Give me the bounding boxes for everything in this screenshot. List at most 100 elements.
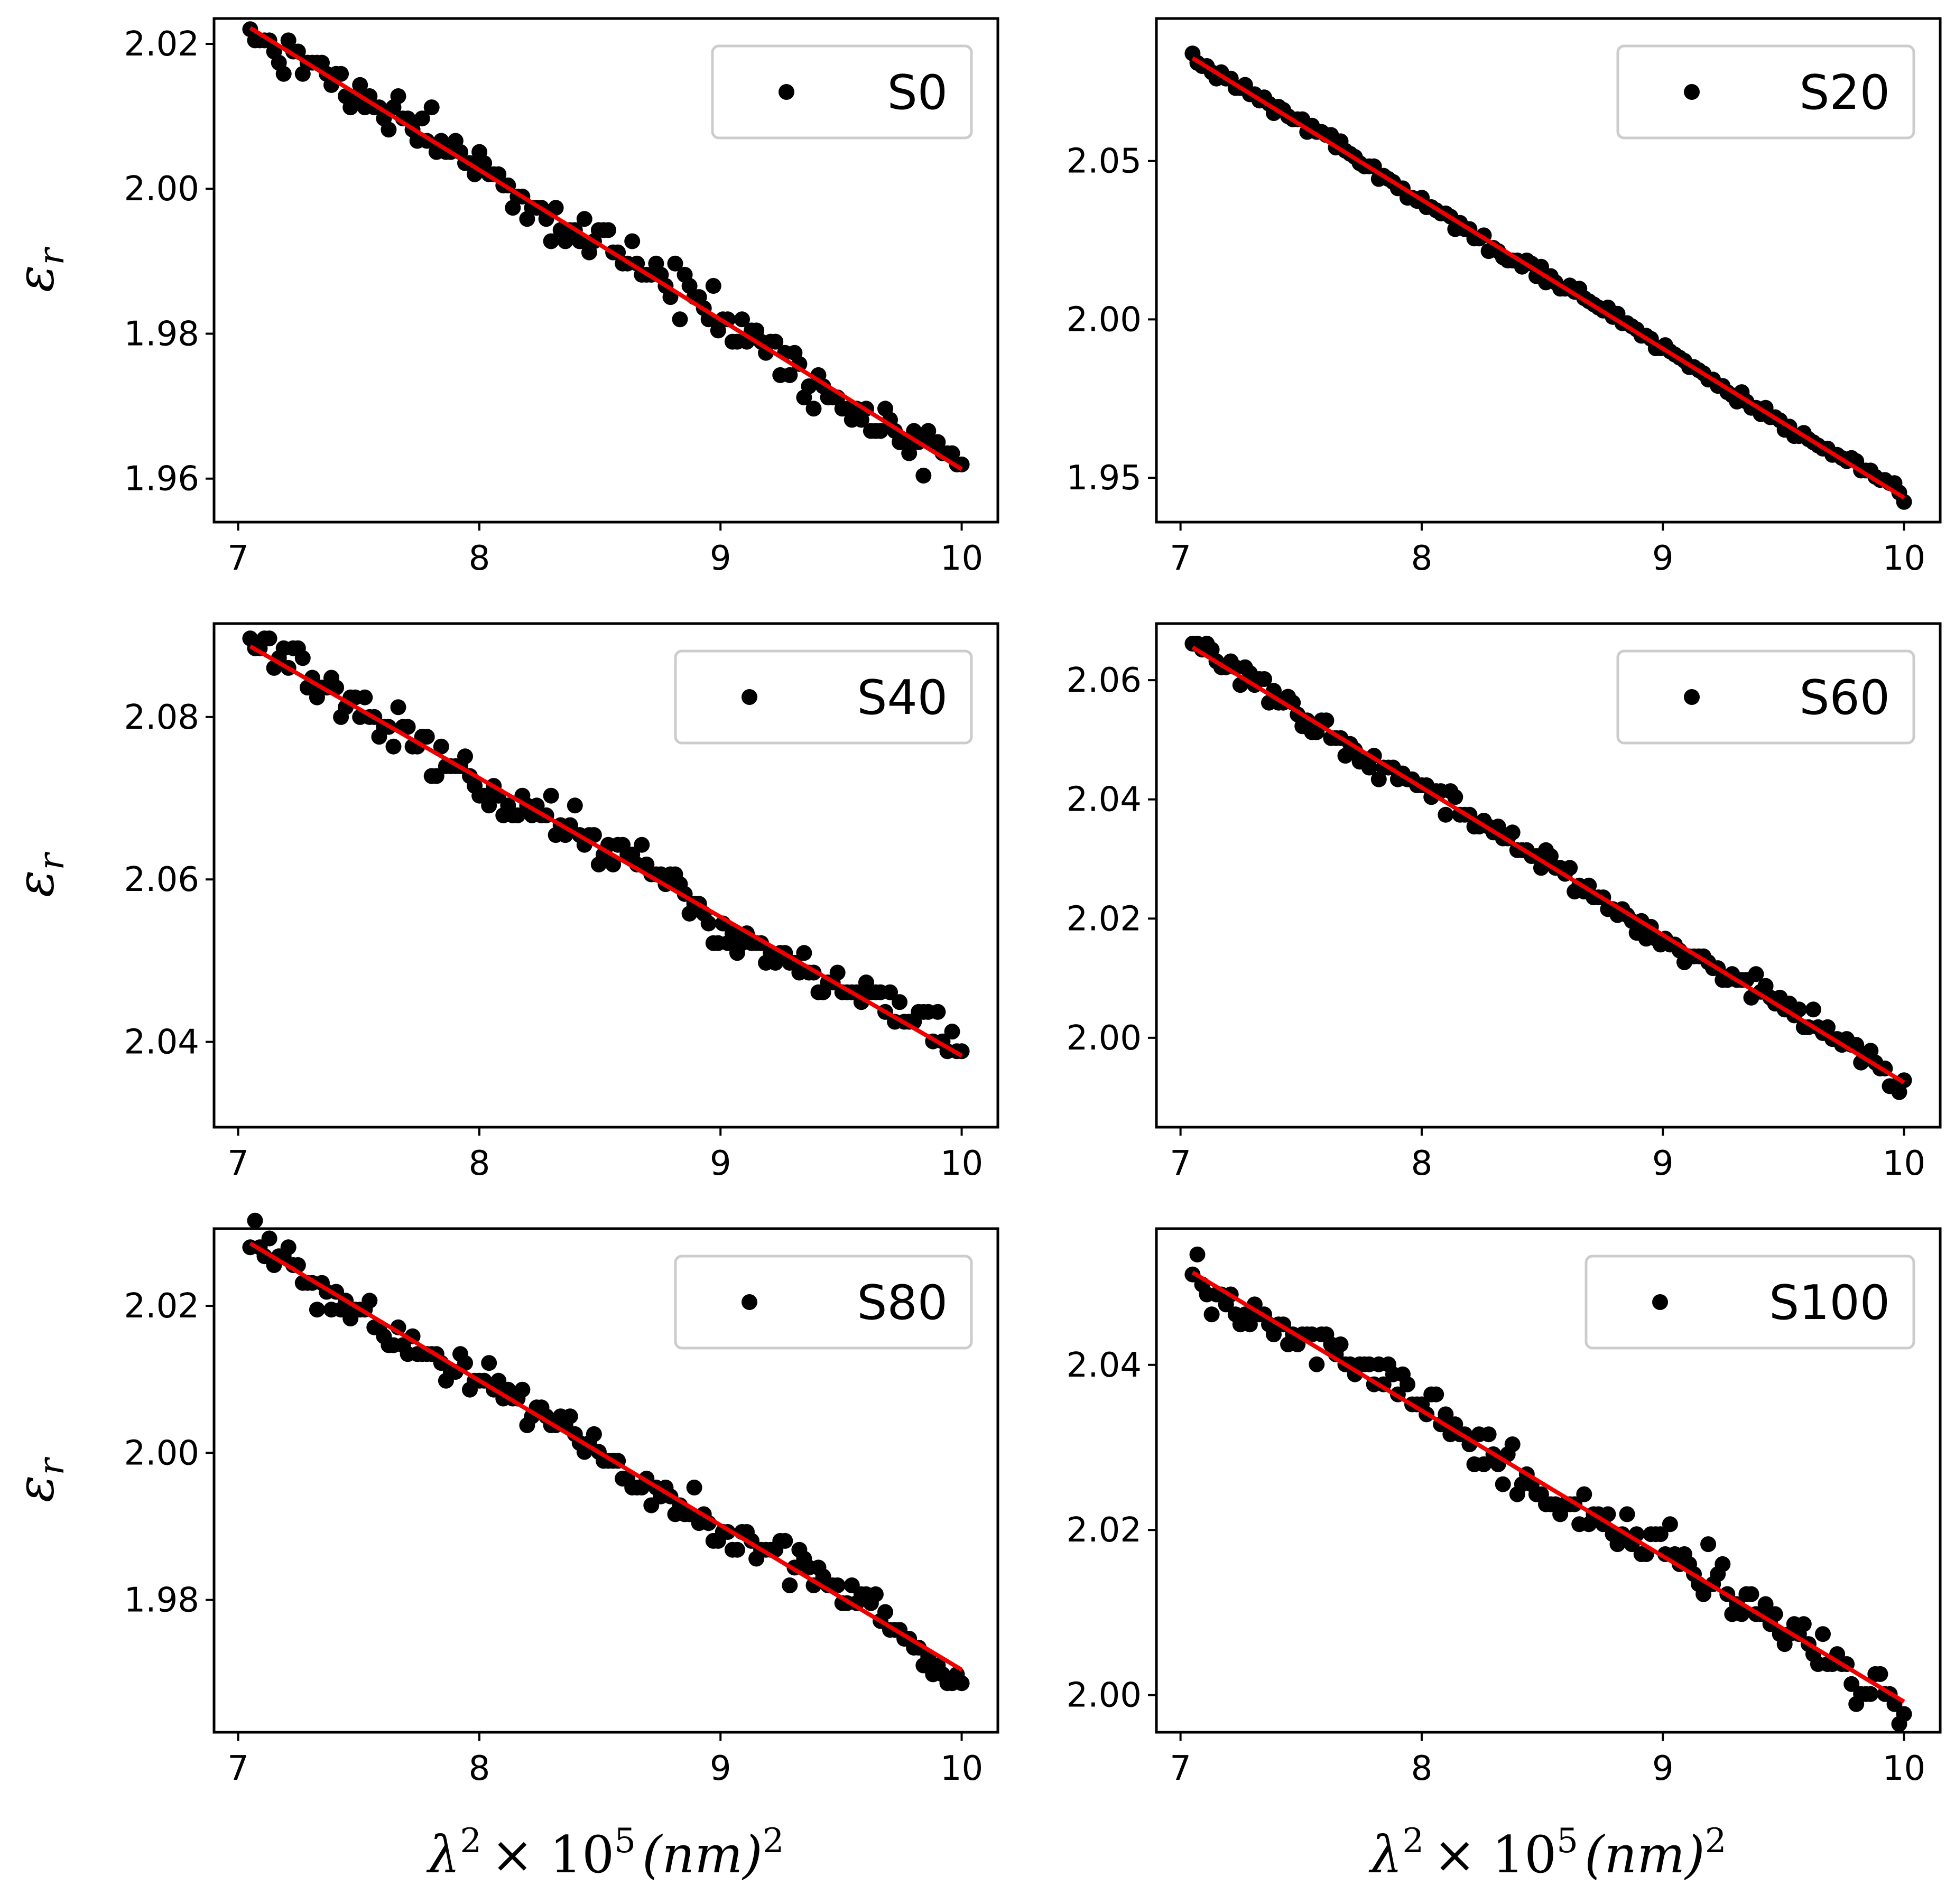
data-point bbox=[600, 222, 616, 238]
data-point bbox=[796, 945, 812, 961]
y-tick-label: 1.98 bbox=[124, 1581, 200, 1620]
legend-label: S80 bbox=[857, 1275, 948, 1331]
data-point bbox=[357, 689, 373, 705]
axes-frame bbox=[212, 17, 999, 524]
x-tick-label: 7 bbox=[227, 539, 249, 578]
data-point bbox=[414, 110, 430, 127]
x-tick-label: 8 bbox=[469, 1144, 490, 1183]
data-point bbox=[1241, 1316, 1258, 1333]
data-point bbox=[1662, 1516, 1678, 1533]
data-point bbox=[724, 925, 740, 942]
legend: S0 bbox=[711, 44, 973, 140]
data-point bbox=[1757, 1596, 1774, 1612]
data-point bbox=[1619, 1506, 1635, 1522]
axes-frame bbox=[1155, 1227, 1942, 1734]
data-point bbox=[457, 748, 473, 765]
legend-marker bbox=[1684, 689, 1700, 705]
data-point bbox=[1476, 1456, 1492, 1472]
data-point bbox=[1896, 494, 1912, 510]
y-tick-label: 2.02 bbox=[124, 1287, 200, 1326]
data-point bbox=[1562, 860, 1578, 876]
y-tick-label: 2.00 bbox=[1067, 1019, 1142, 1058]
fit-line bbox=[249, 1241, 963, 1672]
data-point bbox=[509, 807, 526, 823]
data-point bbox=[1438, 1406, 1454, 1423]
x-tick-label: 8 bbox=[1411, 1144, 1433, 1183]
x-tick-label: 8 bbox=[469, 539, 490, 578]
data-point bbox=[882, 984, 898, 1000]
y-tick-label: 2.06 bbox=[124, 860, 200, 899]
x-tick-label: 10 bbox=[1883, 1144, 1925, 1183]
legend-marker bbox=[1684, 84, 1700, 100]
data-point bbox=[953, 1675, 970, 1692]
data-point bbox=[930, 1004, 946, 1020]
y-tick-label: 2.04 bbox=[124, 1023, 200, 1062]
data-point bbox=[400, 719, 416, 735]
data-point bbox=[381, 122, 397, 138]
data-point bbox=[457, 1355, 473, 1371]
data-point bbox=[944, 1024, 960, 1040]
data-point bbox=[1815, 1626, 1831, 1642]
legend-box bbox=[1616, 649, 1915, 745]
data-point bbox=[1767, 1606, 1783, 1622]
data-point bbox=[672, 311, 688, 328]
x-tick-label: 10 bbox=[940, 539, 983, 578]
legend-marker bbox=[779, 84, 794, 100]
x-tick-label: 9 bbox=[710, 539, 731, 578]
y-tick-label: 2.00 bbox=[124, 170, 200, 209]
data-point bbox=[1256, 671, 1272, 687]
y-tick-label: 2.02 bbox=[124, 25, 200, 64]
data-point bbox=[782, 1577, 798, 1593]
data-point bbox=[1652, 1526, 1669, 1543]
y-tick-label: 2.08 bbox=[124, 698, 200, 737]
y-axis-label: εr bbox=[6, 852, 72, 898]
legend-label: S40 bbox=[857, 670, 948, 726]
y-tick-label: 2.05 bbox=[1067, 142, 1142, 181]
data-point bbox=[1504, 824, 1521, 841]
data-point bbox=[1748, 966, 1764, 982]
legend: S60 bbox=[1616, 649, 1915, 745]
data-point bbox=[481, 1355, 497, 1371]
panel-s0: 7 8 9 10 1.96 1.98 2.00 2.02 S0 εr bbox=[6, 17, 999, 578]
data-point bbox=[333, 66, 349, 82]
data-point bbox=[309, 1302, 325, 1318]
x-tick-label: 9 bbox=[1652, 1144, 1674, 1183]
y-tick-label: 2.06 bbox=[1067, 661, 1142, 700]
y-tick-label: 2.00 bbox=[124, 1434, 200, 1473]
data-point bbox=[686, 1479, 702, 1496]
data-point bbox=[805, 401, 822, 417]
x-tick-label: 7 bbox=[227, 1749, 249, 1788]
data-point bbox=[1576, 1486, 1592, 1502]
data-point bbox=[1695, 1586, 1712, 1602]
y-tick-label: 2.02 bbox=[1067, 1511, 1142, 1550]
data-point bbox=[419, 729, 435, 745]
data-point bbox=[729, 1541, 745, 1558]
data-point bbox=[915, 468, 932, 484]
data-point bbox=[829, 1577, 846, 1593]
legend-marker bbox=[742, 1294, 757, 1310]
x-tick-label: 7 bbox=[1170, 1144, 1191, 1183]
data-point bbox=[782, 367, 798, 383]
x-tick-label: 9 bbox=[710, 1749, 731, 1788]
data-point bbox=[1700, 1536, 1717, 1553]
data-point bbox=[1863, 1686, 1879, 1702]
data-point bbox=[481, 797, 497, 814]
x-axis-label: λ2 × 105 (nm)2 bbox=[426, 1822, 784, 1884]
panel-s60: 7 8 9 10 2.00 2.02 2.04 2.06 S60 bbox=[1067, 622, 1942, 1183]
data-point bbox=[571, 233, 588, 249]
data-point bbox=[261, 1230, 277, 1247]
data-point bbox=[1795, 1616, 1812, 1632]
data-point bbox=[385, 738, 402, 755]
y-tick-label: 2.00 bbox=[1067, 300, 1142, 339]
legend-marker bbox=[1652, 1294, 1668, 1310]
data-point bbox=[294, 650, 311, 666]
x-tick-label: 9 bbox=[710, 1144, 731, 1183]
data-point bbox=[867, 1586, 884, 1602]
data-point bbox=[1843, 1676, 1860, 1692]
legend-label: S60 bbox=[1799, 670, 1890, 726]
fit-line bbox=[1191, 1270, 1905, 1704]
panel-s80: 7 8 9 10 1.98 2.00 2.02 S80 εr λ2 × 105 (nm)2 bbox=[6, 1212, 999, 1884]
legend: S100 bbox=[1585, 1255, 1915, 1350]
legend-label: S20 bbox=[1799, 65, 1890, 120]
